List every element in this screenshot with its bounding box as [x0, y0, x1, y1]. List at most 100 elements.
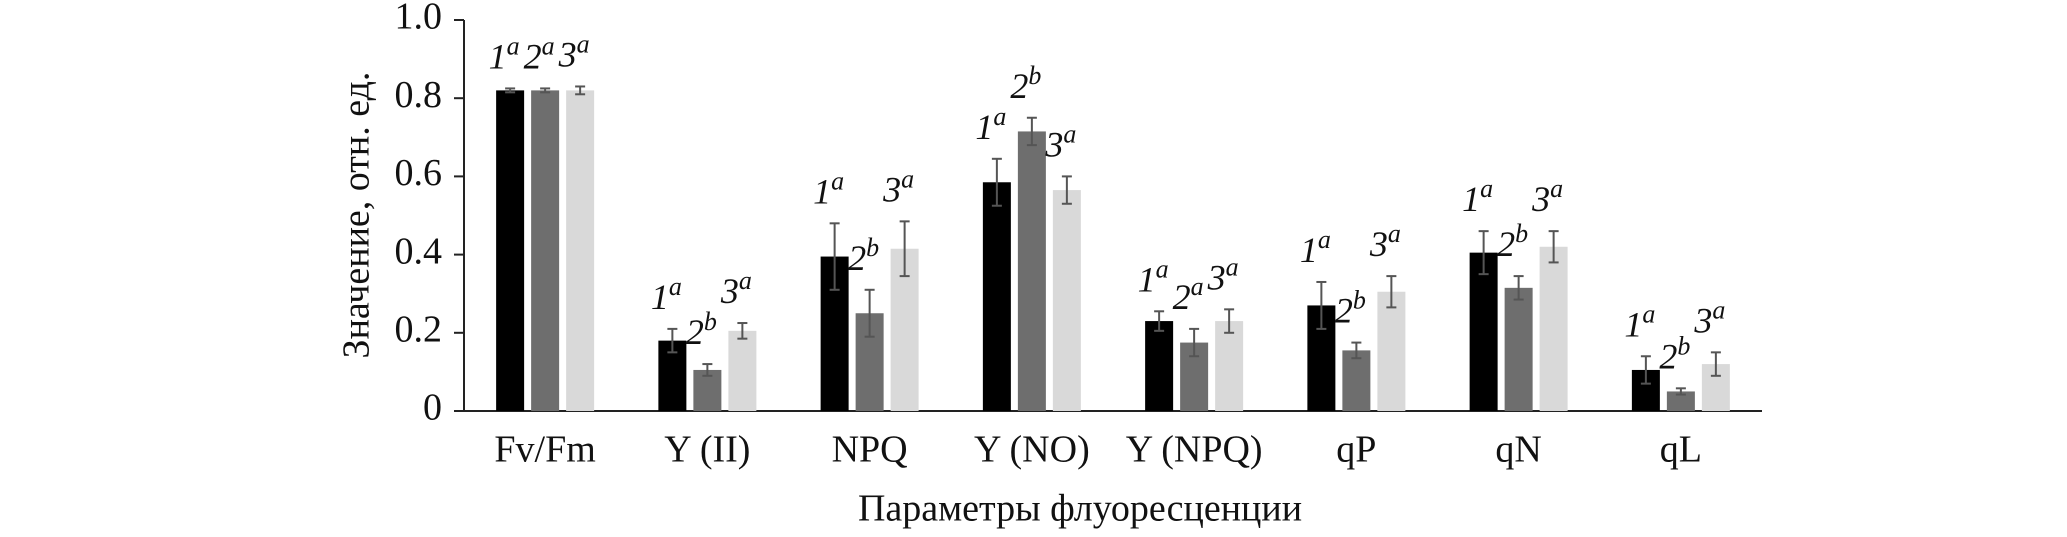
annotation: 3a — [1044, 119, 1076, 164]
annotation: 3a — [1369, 219, 1401, 264]
annotation-number: 2 — [1335, 291, 1353, 331]
bar — [531, 90, 560, 411]
annotation-number: 2 — [686, 312, 704, 352]
bar — [1377, 291, 1406, 411]
annotation-number: 1 — [1300, 230, 1318, 270]
annotation: 3a — [1693, 295, 1725, 340]
x-tick-label: qN — [1495, 429, 1541, 471]
annotation-number: 2 — [848, 238, 866, 278]
annotation-letter: a — [831, 166, 844, 195]
annotation-number: 1 — [1138, 260, 1156, 300]
annotation: 3a — [1531, 174, 1563, 219]
annotation: 2a — [1173, 272, 1204, 317]
annotation: 3a — [882, 164, 914, 209]
annotation: 1a — [1300, 225, 1331, 270]
annotation-letter: b — [1515, 219, 1528, 248]
annotation: 2b — [1497, 219, 1528, 264]
annotation-letter: a — [1156, 254, 1169, 283]
annotation: 3a — [558, 29, 590, 74]
annotation-letter: b — [704, 307, 717, 336]
annotation-letter: a — [542, 31, 555, 60]
annotation-letter: a — [1712, 295, 1725, 324]
x-tick-label: NPQ — [832, 429, 908, 471]
annotation: 1a — [651, 272, 682, 317]
x-tick-label: Fv/Fm — [494, 429, 595, 471]
annotation: 2b — [1659, 331, 1690, 376]
annotation-number: 3 — [1369, 224, 1388, 264]
annotation: 2a — [524, 31, 555, 76]
bar — [566, 90, 595, 411]
annotation-number: 3 — [882, 170, 901, 210]
bar — [1469, 252, 1498, 411]
y-tick-label: 0.6 — [395, 152, 443, 194]
bar — [1342, 350, 1371, 411]
annotation-number: 2 — [524, 37, 542, 77]
annotation: 1a — [813, 166, 844, 211]
y-tick-label: 0.2 — [395, 309, 443, 351]
bar — [1504, 287, 1533, 411]
x-tick-label: Y (NO) — [974, 429, 1090, 471]
x-tick-label: qL — [1660, 429, 1702, 471]
annotation-number: 1 — [975, 107, 993, 147]
annotation-number: 2 — [1659, 337, 1677, 377]
annotation: 2b — [1335, 286, 1366, 331]
annotation-letter: a — [1550, 174, 1563, 203]
bar — [496, 90, 525, 411]
y-tick-label: 0 — [423, 387, 442, 429]
annotation-number: 3 — [1693, 301, 1712, 341]
bar — [982, 182, 1011, 411]
annotation-letter: a — [1642, 299, 1655, 328]
annotation-letter: a — [1388, 219, 1401, 248]
annotation: 2b — [1010, 61, 1041, 106]
annotation: 2b — [686, 307, 717, 352]
bar — [728, 330, 757, 411]
bar — [1145, 321, 1174, 411]
bar — [1052, 190, 1081, 411]
annotation: 3a — [1207, 252, 1239, 297]
annotation-number: 3 — [1531, 179, 1550, 219]
y-tick-label: 1.0 — [395, 0, 443, 38]
bar — [1666, 391, 1695, 411]
annotation: 1a — [1138, 254, 1169, 299]
annotation-number: 2 — [1173, 277, 1191, 317]
annotation-number: 2 — [1010, 66, 1028, 106]
annotation: 1a — [489, 31, 520, 76]
annotation-number: 1 — [1624, 305, 1642, 345]
annotation-letter: a — [577, 29, 590, 58]
annotation-number: 3 — [720, 271, 739, 311]
bar — [1215, 321, 1244, 411]
annotation-letter: b — [1028, 61, 1041, 90]
annotation-letter: a — [1063, 119, 1076, 148]
annotation-number: 1 — [1462, 179, 1480, 219]
y-tick-label: 0.8 — [395, 74, 443, 116]
annotation-letter: a — [993, 102, 1006, 131]
annotation-number: 3 — [558, 35, 577, 75]
annotation-letter: a — [1226, 252, 1239, 281]
annotation-letter: b — [866, 233, 879, 262]
annotation: 1a — [1462, 174, 1493, 219]
annotation: 3a — [720, 266, 752, 311]
annotation-letter: a — [1318, 225, 1331, 254]
annotation-letter: a — [901, 164, 914, 193]
x-tick-label: Y (II) — [664, 429, 750, 471]
annotation-letter: b — [1677, 331, 1690, 360]
annotation-number: 1 — [489, 37, 507, 77]
annotation-number: 1 — [651, 277, 669, 317]
annotation: 1a — [1624, 299, 1655, 344]
annotation-number: 2 — [1497, 224, 1515, 264]
annotation-letter: a — [1191, 272, 1204, 301]
annotation-number: 1 — [813, 172, 831, 212]
annotation-letter: a — [739, 266, 752, 295]
annotation-letter: a — [1480, 174, 1493, 203]
bar — [1539, 246, 1568, 411]
annotation-letter: b — [1353, 286, 1366, 315]
annotation-letter: a — [507, 31, 520, 60]
x-tick-label: Y (NPQ) — [1126, 429, 1263, 471]
annotation-letter: a — [669, 272, 682, 301]
annotation-number: 3 — [1044, 125, 1063, 165]
y-tick-label: 0.4 — [395, 230, 443, 272]
annotation: 1a — [975, 102, 1006, 147]
bar — [1017, 131, 1046, 411]
y-axis-label: Значение, отн. ед. — [336, 72, 378, 359]
